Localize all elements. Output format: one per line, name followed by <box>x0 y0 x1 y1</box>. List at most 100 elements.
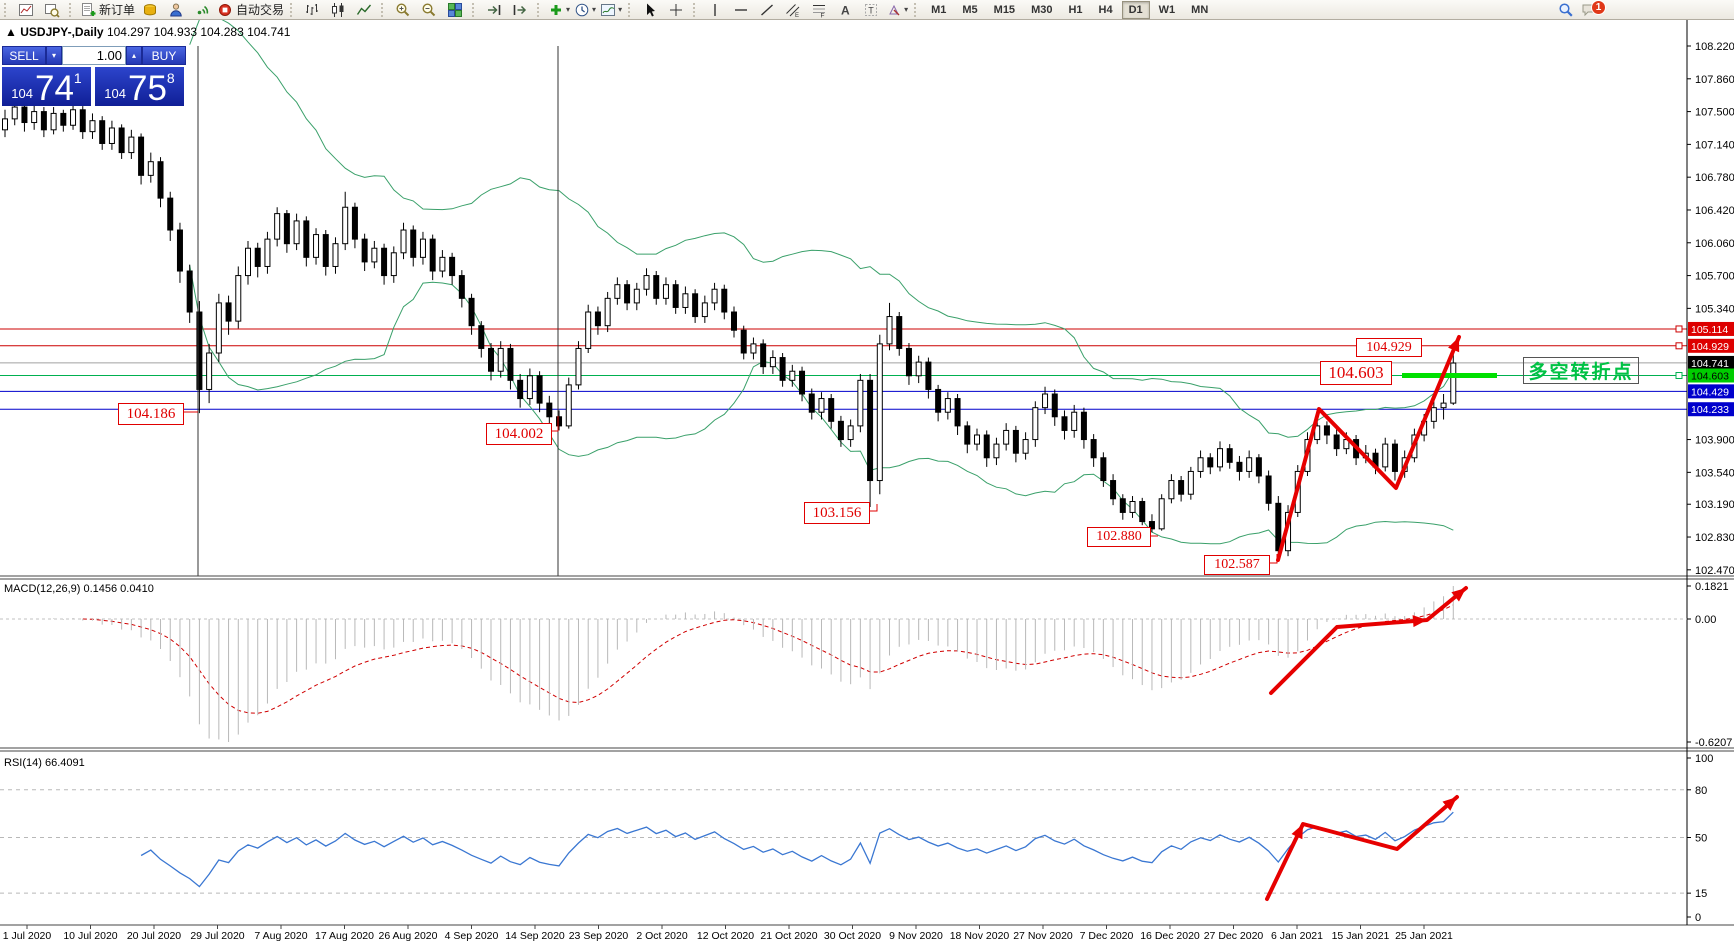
candle-bull <box>944 398 951 413</box>
timeframe-mn-button[interactable]: MN <box>1191 3 1209 16</box>
arrows-button[interactable]: ▾ <box>884 1 910 19</box>
auto-scroll-button[interactable] <box>481 1 507 19</box>
candle-bull <box>1197 457 1204 472</box>
vertical-lines[interactable] <box>197 46 559 576</box>
vertical-line-button[interactable] <box>702 1 728 19</box>
cursor-button[interactable] <box>637 1 663 19</box>
rsi-axis[interactable]: 100 80 50 15 0 <box>1687 753 1713 924</box>
chart-shift-button[interactable] <box>507 1 533 19</box>
timeframe-h4-button[interactable]: H4 <box>1098 3 1113 16</box>
turning-point-label[interactable]: 多空转折点 <box>1523 357 1639 384</box>
horizontal-line-button[interactable] <box>728 1 754 19</box>
text-label-button[interactable]: T <box>858 1 884 19</box>
toolbar-group-handle[interactable] <box>472 2 478 17</box>
zoom-in-button[interactable] <box>390 1 416 19</box>
price-label-104.929[interactable]: 104.929 <box>1356 338 1422 357</box>
selection-handle[interactable] <box>1675 342 1683 350</box>
profiles-button[interactable] <box>39 1 65 19</box>
trendline-button[interactable] <box>754 1 780 19</box>
bar-chart-button[interactable] <box>299 1 325 19</box>
sell-button[interactable]: SELL <box>2 46 46 65</box>
charts-group <box>0 0 65 19</box>
notifications-button[interactable]: 1 <box>1579 0 1614 19</box>
price-label-104.603[interactable]: 104.603 <box>1320 361 1392 385</box>
crosshair-button[interactable] <box>663 1 689 19</box>
timeframe-w1-button[interactable]: W1 <box>1158 3 1176 16</box>
tile-windows-button[interactable] <box>442 1 468 19</box>
timeframe-m30-button[interactable]: M30 <box>1031 3 1053 16</box>
price-label-103.156[interactable]: 103.156 <box>804 502 870 524</box>
candle-bear <box>1110 480 1117 500</box>
chart-window[interactable]: 108.220 107.860 107.500 107.140 106.780 106.4… <box>0 20 1734 942</box>
fibonacci-button[interactable]: F <box>806 1 832 19</box>
community-button[interactable] <box>163 1 189 19</box>
templates-button[interactable]: ▾ <box>598 1 624 19</box>
timeframe-h1-button[interactable]: H1 <box>1068 3 1083 16</box>
indicators-button[interactable]: ▾ <box>546 1 572 19</box>
svg-text:106.420: 106.420 <box>1695 205 1734 217</box>
text-button[interactable]: A <box>832 1 858 19</box>
price-label-102.880[interactable]: 102.880 <box>1087 527 1151 547</box>
chart-area[interactable]: 108.220 107.860 107.500 107.140 106.780 106.4… <box>0 20 1734 942</box>
periods-button[interactable]: ▾ <box>572 1 598 19</box>
deposit-button[interactable] <box>137 1 163 19</box>
symbol-collapse-arrow[interactable]: ▲ <box>5 25 17 39</box>
volume-increase-button[interactable]: ▴ <box>126 46 142 65</box>
zoom-out-button[interactable] <box>416 1 442 19</box>
candle-bull <box>915 361 922 377</box>
buy-button[interactable]: BUY <box>142 46 186 65</box>
candlestick-chart-button[interactable] <box>325 1 351 19</box>
price-label-102.587[interactable]: 102.587 <box>1204 555 1270 575</box>
selection-handle[interactable] <box>1675 372 1683 380</box>
timeframe-m15-button[interactable]: M15 <box>993 3 1016 16</box>
dropdown-caret-icon: ▾ <box>904 5 909 14</box>
toolbar-group-handle[interactable] <box>4 2 10 17</box>
new-chart-button[interactable] <box>13 1 39 19</box>
auto-trading-button[interactable]: 自动交易 <box>215 1 286 19</box>
toolbar-group-handle[interactable] <box>537 2 543 17</box>
candle-bull <box>633 288 640 304</box>
timeframe-d1-button[interactable]: D1 <box>1121 0 1150 19</box>
candle-bear <box>1090 439 1097 459</box>
macd-axis[interactable]: 0.1821 0.00 -0.6207 <box>1687 581 1732 749</box>
svg-text:105.700: 105.700 <box>1695 271 1734 283</box>
candle-bull <box>1003 429 1010 445</box>
volume-decrease-button[interactable]: ▾ <box>46 46 62 65</box>
timeframe-m5-button[interactable]: M5 <box>962 3 978 16</box>
candle-bear <box>925 361 932 390</box>
candle-bear <box>692 293 699 318</box>
new-order-button[interactable]: 新订单 <box>78 1 137 19</box>
toolbar-group-handle[interactable] <box>69 2 75 17</box>
candle-bear <box>488 347 494 372</box>
trend-arrow-price[interactable] <box>1276 335 1461 562</box>
trend-arrow-macd[interactable] <box>1269 586 1468 695</box>
trend-arrow-rsi[interactable] <box>1265 795 1459 901</box>
toolbar-group-handle[interactable] <box>290 2 296 17</box>
date-axis[interactable]: 1 Jul 2020 10 Jul 2020 20 Jul 2020 29 Jul 2… <box>3 925 1453 942</box>
line-chart-button[interactable] <box>351 1 377 19</box>
buy-price-display[interactable]: 104 75 8 <box>95 67 184 106</box>
toolbar-group-handle[interactable] <box>914 2 920 17</box>
new-order-button-label: 新订单 <box>99 3 136 17</box>
candle-bear <box>828 398 835 422</box>
price-label-104.002[interactable]: 104.002 <box>486 423 552 445</box>
search-button[interactable] <box>1553 1 1579 19</box>
selection-handle[interactable] <box>1675 325 1683 333</box>
channel-icon: E <box>786 3 800 18</box>
candle-bear <box>196 311 203 390</box>
sell-price-display[interactable]: 104 74 1 <box>2 67 91 106</box>
rsi-pane: RSI(14) 66.4091 <box>0 757 1687 894</box>
svg-text:103.900: 103.900 <box>1695 435 1734 447</box>
toolbar-group-handle[interactable] <box>693 2 699 17</box>
signals-button[interactable] <box>189 1 215 19</box>
price-label-104.186[interactable]: 104.186 <box>118 403 184 425</box>
toolbar-group-handle[interactable] <box>628 2 634 17</box>
macd-signal-line <box>82 604 1454 714</box>
timeframe-m1-button[interactable]: M1 <box>931 3 947 16</box>
candle-bull <box>857 379 864 427</box>
price-axis[interactable]: 108.220 107.860 107.500 107.140 106.780 106.4… <box>1687 41 1734 577</box>
toolbar-group-handle[interactable] <box>381 2 387 17</box>
equidistant-channel-button[interactable]: E <box>780 1 806 19</box>
line-handles[interactable] <box>1675 325 1683 380</box>
volume-input[interactable] <box>62 46 126 65</box>
